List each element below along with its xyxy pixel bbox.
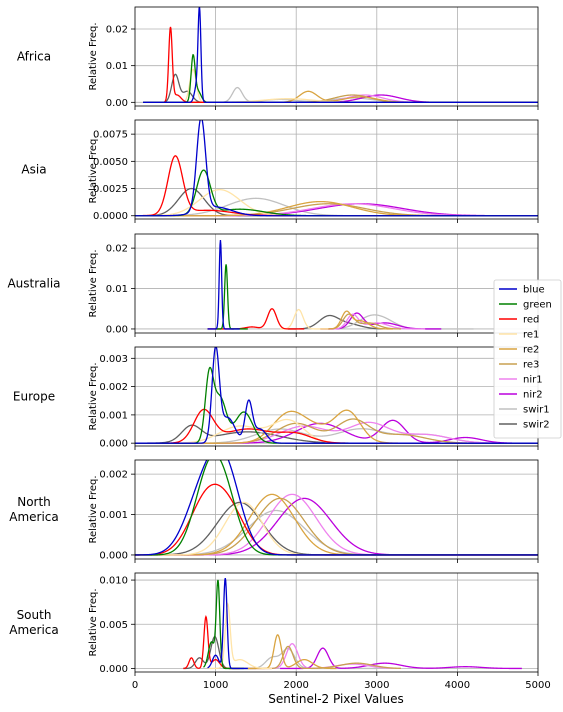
series-group xyxy=(135,460,538,556)
series-group xyxy=(207,240,474,330)
legend-label-swir1: swir1 xyxy=(523,405,550,416)
series-line-blue xyxy=(135,120,538,217)
y-tick-label: 0.02 xyxy=(106,244,128,255)
y-axis-label: Relative Freq. xyxy=(88,22,99,90)
series-line-re2 xyxy=(320,310,393,330)
series-line-re1 xyxy=(135,418,538,444)
series-line-green xyxy=(135,460,538,556)
series-line-re1 xyxy=(280,308,329,330)
y-tick-label: 0.00 xyxy=(106,324,128,335)
series-line-swir1 xyxy=(320,314,474,330)
legend-label-re1: re1 xyxy=(523,330,539,341)
series-group xyxy=(135,120,538,217)
y-axis-label: Relative Freq. xyxy=(88,588,99,656)
y-tick-label: 0.0000 xyxy=(93,211,128,222)
y-tick-label: 0.005 xyxy=(99,620,128,631)
y-tick-label: 0.002 xyxy=(99,382,128,393)
region-label: South America xyxy=(9,608,59,637)
series-line-blue xyxy=(207,578,248,670)
y-tick-label: 0.001 xyxy=(99,510,128,521)
x-tick-label: 0 xyxy=(132,680,138,691)
panel-frame xyxy=(134,572,539,673)
legend-label-swir2: swir2 xyxy=(523,420,550,431)
region-label-line: America xyxy=(9,623,59,637)
y-tick-label: 0.00 xyxy=(106,98,128,109)
region-label-line: Australia xyxy=(7,277,60,291)
series-line-blue xyxy=(143,7,538,103)
series-line-swir1 xyxy=(135,197,538,217)
panel-frame xyxy=(134,6,539,107)
y-tick-label: 0.002 xyxy=(99,470,128,481)
legend-label-re3: re3 xyxy=(523,360,539,371)
y-tick-label: 0.000 xyxy=(99,664,128,675)
y-tick-label: 0.003 xyxy=(99,354,128,365)
x-tick-label: 1000 xyxy=(203,680,228,691)
series-group xyxy=(135,347,538,444)
series-line-blue xyxy=(135,347,538,444)
y-tick-label: 0.000 xyxy=(99,439,128,450)
series-line-blue xyxy=(135,460,538,556)
y-tick-label: 0.01 xyxy=(106,284,128,295)
legend-label-nir1: nir1 xyxy=(523,375,543,386)
y-axis-label: Relative Freq. xyxy=(88,249,99,317)
x-tick-label: 3000 xyxy=(364,680,389,691)
legend-label-red: red xyxy=(523,315,539,326)
region-label-line: Asia xyxy=(21,163,46,177)
region-label-line: North xyxy=(17,495,51,509)
region-label: Australia xyxy=(7,277,60,291)
series-group xyxy=(143,7,538,103)
x-tick-label: 5000 xyxy=(525,680,550,691)
series-line-green xyxy=(135,366,538,444)
region-label: Europe xyxy=(13,390,55,404)
y-tick-label: 0.010 xyxy=(99,576,128,587)
legend: blue green red re1 re2 re3 nir1 nir2 swir1 swir2 xyxy=(493,279,562,439)
legend-label-re2: re2 xyxy=(523,345,539,356)
y-tick-label: 0.001 xyxy=(99,410,128,421)
y-axis-label: Relative Freq. xyxy=(88,135,99,203)
panel-frame xyxy=(134,459,539,560)
panel-frame xyxy=(134,119,539,220)
y-axis-label: Relative Freq. xyxy=(88,362,99,430)
region-label: Asia xyxy=(21,163,46,177)
x-axis-label: Sentinel-2 Pixel Values xyxy=(268,692,404,706)
series-line-re1 xyxy=(207,602,273,670)
x-tick-label: 2000 xyxy=(283,680,308,691)
series-line-nir2 xyxy=(280,647,522,670)
series-line-blue xyxy=(207,240,240,330)
region-label-line: South xyxy=(17,608,52,622)
region-label-line: Europe xyxy=(13,390,55,404)
legend-label-nir2: nir2 xyxy=(523,390,543,401)
series-group xyxy=(183,578,522,670)
y-tick-label: 0.02 xyxy=(106,25,128,36)
region-label: North America xyxy=(9,495,59,524)
legend-label-green: green xyxy=(523,300,552,311)
legend-label-blue: blue xyxy=(523,285,545,296)
region-label: Africa xyxy=(17,50,51,64)
y-tick-label: 0.0025 xyxy=(93,184,128,195)
panel-0: 0.00 0.01 0.02 Relative Freq. Africa xyxy=(17,6,539,110)
y-tick-label: 0.0075 xyxy=(93,130,128,141)
y-tick-label: 0.01 xyxy=(106,61,128,72)
region-label-line: America xyxy=(9,510,59,524)
y-axis-label: Relative Freq. xyxy=(88,475,99,543)
series-line-swir1 xyxy=(135,509,538,556)
x-tick-label: 4000 xyxy=(445,680,470,691)
y-tick-label: 0.000 xyxy=(99,550,128,561)
series-line-nir2 xyxy=(135,419,538,444)
series-line-red xyxy=(207,308,305,330)
region-label-line: Africa xyxy=(17,50,51,64)
y-tick-label: 0.0050 xyxy=(93,157,128,168)
series-line-green xyxy=(215,264,248,330)
panel-2: 0.00 0.01 0.02 Relative Freq. Australia xyxy=(7,233,539,337)
